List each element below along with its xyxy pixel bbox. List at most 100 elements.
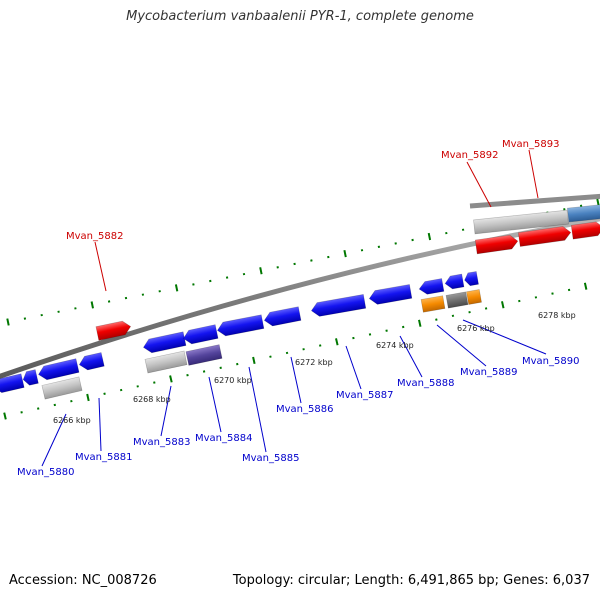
tick-mark-lower (70, 399, 73, 403)
tick-mark-upper (6, 318, 10, 326)
gene-block-reverse (217, 314, 265, 337)
tick-mark-lower (285, 351, 289, 355)
tick-mark-upper (259, 267, 263, 275)
leader-line (41, 413, 67, 467)
tick-mark-lower (418, 319, 422, 327)
gene-block-other (567, 203, 600, 223)
gene-label-mvan-5885[interactable]: Mvan_5885 (242, 453, 299, 464)
gene-block-pseudo-group (473, 209, 569, 235)
gene-block-pseudo-group (144, 350, 188, 374)
gene-block-reverse-group (368, 284, 413, 305)
leader-line (160, 385, 172, 437)
tick-mark-lower (252, 356, 256, 365)
gene-block-reverse (310, 294, 367, 317)
gene-label-mvan-5882[interactable]: Mvan_5882 (66, 231, 123, 242)
gene-label-mvan-5889[interactable]: Mvan_5889 (460, 367, 517, 378)
gene-label-mvan-5884[interactable]: Mvan_5884 (195, 433, 252, 444)
gene-label-mvan-5893[interactable]: Mvan_5893 (502, 139, 559, 150)
gene-block-reverse-group (263, 306, 302, 327)
gene-block-reverse (263, 306, 302, 327)
accession-text: Accession: NC_008726 (9, 573, 157, 588)
gene-block-other (445, 291, 469, 309)
gene-block-reverse-group (78, 352, 105, 371)
gene-block-forward-group (474, 234, 519, 255)
leader-line (399, 335, 423, 378)
kbp-tick-label: 6270 kbp (214, 376, 252, 385)
gene-block-trna (420, 295, 446, 313)
gene-label-mvan-5880[interactable]: Mvan_5880 (17, 467, 74, 478)
gene-block-reverse-group (444, 273, 465, 290)
leader-line (345, 345, 362, 390)
leader-line (98, 397, 102, 452)
gene-block-reverse-group (217, 314, 265, 337)
gene-block-reverse (464, 271, 479, 287)
gene-block-reverse (22, 369, 39, 386)
gene-block-forward (95, 320, 132, 341)
backbone-strand-forward (469, 193, 600, 209)
gene-block-reverse (182, 324, 219, 345)
leader-line (208, 376, 222, 433)
tick-mark-upper (174, 284, 179, 292)
map-title: Mycobacterium vanbaalenii PYR-1, complet… (126, 9, 474, 24)
tick-mark-upper (596, 198, 600, 207)
gene-block-reverse (0, 373, 25, 393)
tick-mark-lower (335, 338, 339, 346)
gene-block-reverse-group (22, 369, 39, 386)
gene-block-reverse-group (143, 331, 187, 354)
gene-block-trna (466, 289, 482, 305)
gene-label-mvan-5890[interactable]: Mvan_5890 (522, 356, 579, 367)
tick-mark-lower (501, 301, 505, 309)
gene-block-reverse-group (310, 294, 367, 317)
tick-mark-lower (583, 282, 588, 290)
leader-line (462, 319, 547, 355)
gene-block-pseudo (144, 350, 188, 374)
kbp-tick-label: 6266 kbp (53, 416, 91, 425)
gene-block-other (185, 344, 223, 366)
gene-block-reverse (444, 273, 465, 290)
gene-label-mvan-5883[interactable]: Mvan_5883 (133, 437, 190, 448)
tick-mark-lower (103, 392, 106, 395)
tick-mark-lower (119, 388, 123, 392)
kbp-tick-label: 6276 kbp (457, 324, 495, 333)
gene-block-forward (570, 221, 600, 240)
gene-label-mvan-5892[interactable]: Mvan_5892 (441, 150, 498, 161)
leader-line (436, 324, 487, 367)
gene-label-mvan-5888[interactable]: Mvan_5888 (397, 378, 454, 389)
gene-block-other-group (567, 203, 600, 223)
kbp-tick-label: 6278 kbp (538, 311, 576, 320)
gene-block-reverse-group (182, 324, 219, 345)
gene-block-forward-group (570, 221, 600, 240)
kbp-tick-label: 6274 kbp (376, 341, 414, 350)
gene-block-pseudo (473, 209, 569, 235)
gene-label-mvan-5887[interactable]: Mvan_5887 (336, 390, 393, 401)
tick-mark-lower (451, 314, 455, 318)
gene-block-reverse-group (38, 358, 80, 381)
gene-block-reverse (78, 352, 105, 371)
tick-mark-lower (468, 310, 471, 314)
tick-mark-lower (236, 362, 239, 366)
gene-block-forward (474, 234, 519, 255)
gene-label-mvan-5886[interactable]: Mvan_5886 (276, 404, 333, 415)
gene-block-reverse-group (418, 278, 445, 295)
gene-block-other-group (185, 344, 223, 366)
leader-line (466, 161, 492, 208)
leader-lines-layer (41, 149, 547, 467)
gene-block-reverse (368, 284, 413, 305)
tick-mark-lower (435, 318, 438, 321)
genes-layer (0, 203, 600, 400)
gene-block-reverse-group (0, 373, 25, 393)
gene-block-reverse (418, 278, 445, 295)
gene-block-trna-group (466, 289, 482, 305)
tick-mark-lower (169, 375, 173, 383)
leader-line (248, 366, 267, 453)
gene-block-reverse (143, 331, 187, 354)
gene-block-reverse-group (464, 271, 479, 287)
leader-line (290, 356, 302, 404)
gene-block-forward-group (517, 226, 572, 247)
gene-label-mvan-5881[interactable]: Mvan_5881 (75, 452, 132, 463)
gene-block-forward-group (95, 320, 132, 341)
gene-block-other-group (445, 291, 469, 309)
kbp-tick-label: 6272 kbp (295, 358, 333, 367)
